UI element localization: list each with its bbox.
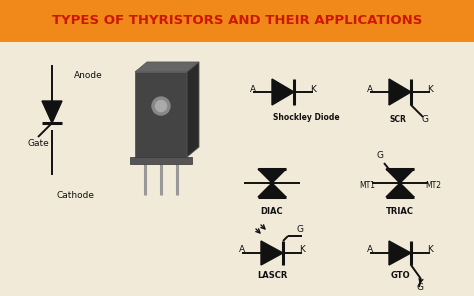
Text: A: A bbox=[367, 245, 373, 255]
Text: K: K bbox=[310, 84, 316, 94]
Text: G: G bbox=[417, 284, 423, 292]
Text: MT2: MT2 bbox=[425, 181, 441, 189]
Text: G: G bbox=[421, 115, 428, 125]
Text: Cathode: Cathode bbox=[57, 191, 95, 200]
FancyBboxPatch shape bbox=[0, 0, 474, 42]
Text: K: K bbox=[427, 84, 433, 94]
Text: MT1: MT1 bbox=[359, 181, 375, 189]
Text: G: G bbox=[297, 224, 303, 234]
Polygon shape bbox=[258, 169, 286, 183]
Circle shape bbox=[152, 97, 170, 115]
Circle shape bbox=[155, 101, 166, 112]
Text: Shockley Diode: Shockley Diode bbox=[273, 112, 340, 121]
Text: TRIAC: TRIAC bbox=[386, 207, 414, 215]
Polygon shape bbox=[386, 183, 414, 197]
Text: A: A bbox=[250, 84, 256, 94]
Text: G: G bbox=[376, 150, 383, 160]
Text: K: K bbox=[299, 245, 305, 255]
Polygon shape bbox=[187, 62, 199, 157]
Text: A: A bbox=[367, 84, 373, 94]
Text: Anode: Anode bbox=[74, 70, 103, 80]
Text: GTO: GTO bbox=[390, 271, 410, 279]
Polygon shape bbox=[258, 183, 286, 197]
FancyBboxPatch shape bbox=[130, 157, 192, 164]
Text: SCR: SCR bbox=[390, 115, 407, 125]
Polygon shape bbox=[389, 241, 411, 265]
Text: TYPES OF THYRISTORS AND THEIR APPLICATIONS: TYPES OF THYRISTORS AND THEIR APPLICATIO… bbox=[52, 15, 422, 28]
FancyBboxPatch shape bbox=[135, 72, 187, 157]
Text: LASCR: LASCR bbox=[257, 271, 287, 279]
Polygon shape bbox=[389, 79, 411, 105]
Text: A: A bbox=[239, 245, 245, 255]
Polygon shape bbox=[272, 79, 294, 105]
Text: DIAC: DIAC bbox=[261, 207, 283, 215]
Text: K: K bbox=[427, 245, 433, 255]
Text: Gate: Gate bbox=[28, 139, 50, 147]
Polygon shape bbox=[42, 101, 62, 123]
Polygon shape bbox=[135, 62, 199, 72]
Polygon shape bbox=[261, 241, 283, 265]
Polygon shape bbox=[386, 169, 414, 183]
